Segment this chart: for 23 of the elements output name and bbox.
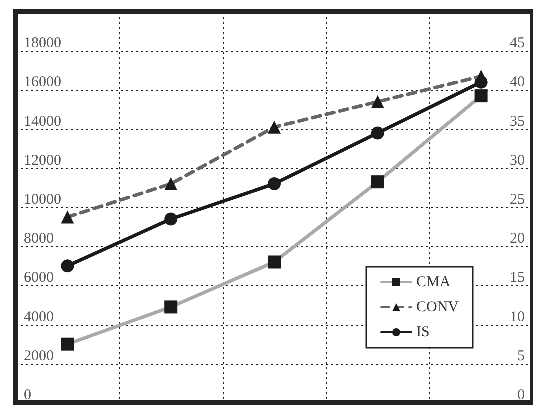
y-tick-label: 8000 bbox=[24, 231, 54, 248]
y2-tick-label: 35 bbox=[510, 114, 525, 130]
y2-tick-label: 20 bbox=[510, 231, 525, 248]
y-tick-label: 4000 bbox=[24, 309, 54, 326]
y2-tick-label: 30 bbox=[510, 152, 525, 169]
y-tick-label: 2000 bbox=[24, 348, 54, 364]
y2-tick-label: 0 bbox=[518, 388, 525, 404]
y2-tick-label: 5 bbox=[518, 348, 525, 364]
y-tick-label: 18000 bbox=[24, 36, 62, 52]
y-tick-label: 14000 bbox=[24, 114, 62, 130]
y2-tick-label: 40 bbox=[510, 74, 525, 91]
y2-tick-label: 15 bbox=[510, 270, 525, 286]
legend-label: IS bbox=[416, 324, 430, 340]
y-tick-label: 10000 bbox=[24, 192, 62, 208]
y2-tick-label: 10 bbox=[510, 309, 525, 326]
y-tick-label: 6000 bbox=[24, 270, 54, 286]
legend-label: CMA bbox=[416, 274, 451, 290]
y-tick-label: 12000 bbox=[24, 152, 62, 169]
legend-label: CONV bbox=[416, 300, 460, 316]
y-tick-label: 0 bbox=[24, 388, 32, 404]
y2-tick-label: 25 bbox=[510, 192, 525, 208]
y2-tick-label: 45 bbox=[510, 36, 525, 52]
y-tick-label: 16000 bbox=[24, 74, 62, 91]
